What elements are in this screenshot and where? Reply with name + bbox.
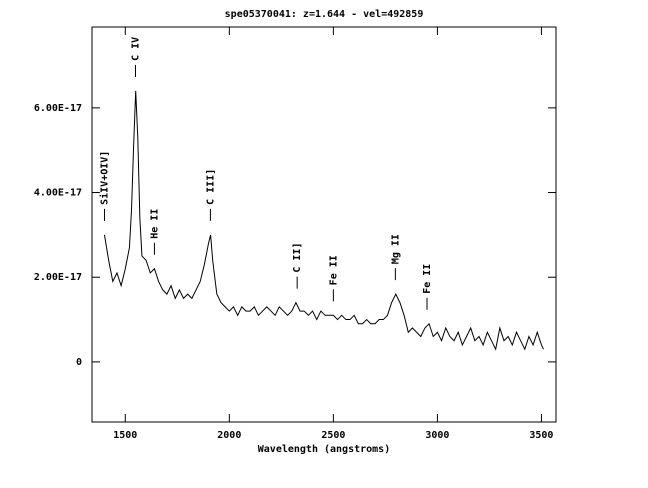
annotation-label: Fe II: [328, 255, 339, 285]
x-tick-label: 1500: [113, 430, 137, 441]
chart-title: spe05370041: z=1.644 - vel=492859: [225, 9, 424, 20]
y-tick-label: 4.00E-17: [34, 188, 82, 199]
annotation-label: SiIV+OIV]: [98, 151, 110, 205]
x-tick-label: 2000: [217, 430, 241, 441]
annotation-label: C II]: [292, 243, 303, 273]
x-tick-label: 2500: [321, 430, 345, 441]
x-axis-label: Wavelength (angstroms): [258, 444, 390, 455]
annotation-label: Fe II: [422, 264, 433, 294]
x-tick-label: 3500: [529, 430, 553, 441]
annotation-label: Mg II: [390, 234, 401, 264]
annotation-label: He II: [149, 209, 160, 239]
y-tick-label: 6.00E-17: [34, 103, 82, 114]
spectrum-line: [103, 90, 544, 351]
annotation-label: C III]: [205, 169, 216, 205]
x-tick-label: 3000: [425, 430, 449, 441]
y-tick-label: 0: [76, 357, 82, 368]
plot-frame: [91, 26, 557, 423]
annotation-label: C IV: [130, 37, 141, 61]
y-tick-label: 2.00E-17: [34, 272, 82, 283]
